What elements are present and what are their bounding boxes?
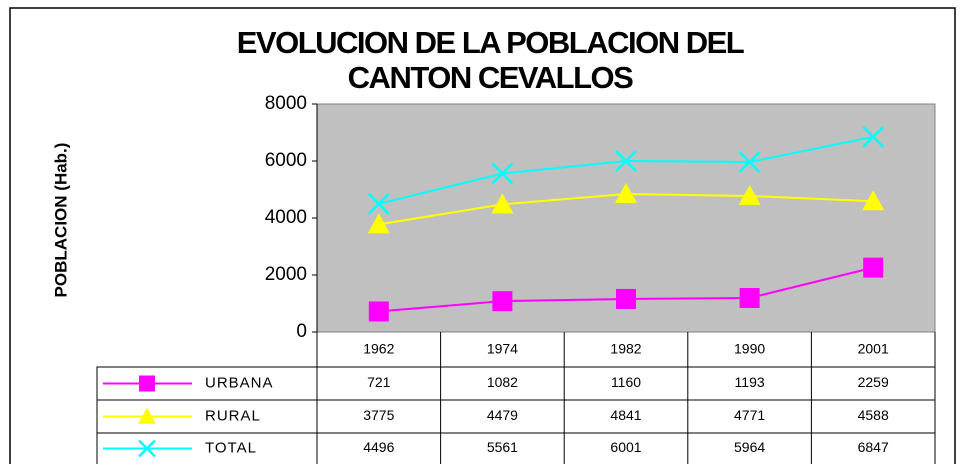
marker xyxy=(138,439,156,458)
table-cell: 4479 xyxy=(487,407,518,423)
table-cell: 4771 xyxy=(734,407,765,423)
marker xyxy=(492,291,513,312)
y-tick-label: 0 xyxy=(296,321,307,342)
y-tick-label: 4000 xyxy=(265,207,307,228)
table-cell: 4588 xyxy=(858,407,889,423)
table-cell: 2259 xyxy=(858,374,889,390)
marker xyxy=(491,193,514,214)
table-cell: 4841 xyxy=(610,407,641,423)
chart-title: EVOLUCION DE LA POBLACION DEL xyxy=(237,25,744,60)
table-cell: 5561 xyxy=(487,439,518,455)
table-cell: 6847 xyxy=(858,439,889,455)
x-tick-label: 1990 xyxy=(734,341,765,357)
x-tick-label: 1982 xyxy=(610,341,641,357)
table-cell: 1160 xyxy=(611,374,641,390)
table-cell: 3775 xyxy=(363,407,394,423)
legend-label: RURAL xyxy=(205,407,261,424)
marker xyxy=(739,287,760,308)
table-cell: 5964 xyxy=(734,439,765,455)
marker xyxy=(138,407,156,424)
marker xyxy=(738,151,761,173)
chart-title: CANTON CEVALLOS xyxy=(348,60,633,95)
marker xyxy=(738,185,761,206)
table-grid xyxy=(96,332,936,464)
marker xyxy=(616,288,636,309)
marker xyxy=(862,190,885,211)
table-cell: 721 xyxy=(367,374,391,390)
marker xyxy=(368,301,389,322)
marker xyxy=(491,162,514,185)
table-cell: 1193 xyxy=(735,374,765,390)
y-tick-label: 8000 xyxy=(265,93,307,114)
marker xyxy=(615,150,637,172)
x-tick-label: 1974 xyxy=(487,341,518,357)
legend-label: URBANA xyxy=(205,374,274,391)
marker xyxy=(615,183,637,204)
legend-label: TOTAL xyxy=(205,439,257,456)
marker xyxy=(863,257,884,278)
frame xyxy=(9,7,956,464)
marker xyxy=(367,213,390,234)
y-axis-label: POBLACION (Hab.) xyxy=(51,143,70,298)
y-tick-label: 6000 xyxy=(265,150,307,171)
table-cell: 6001 xyxy=(610,439,641,455)
table-cell: 1082 xyxy=(487,374,518,390)
marker xyxy=(862,125,885,148)
x-tick-label: 1962 xyxy=(363,341,394,357)
marker xyxy=(139,375,155,392)
marker xyxy=(367,192,390,215)
x-tick-label: 2001 xyxy=(858,341,889,357)
y-tick-label: 2000 xyxy=(265,264,307,285)
table-cell: 4496 xyxy=(363,439,394,455)
